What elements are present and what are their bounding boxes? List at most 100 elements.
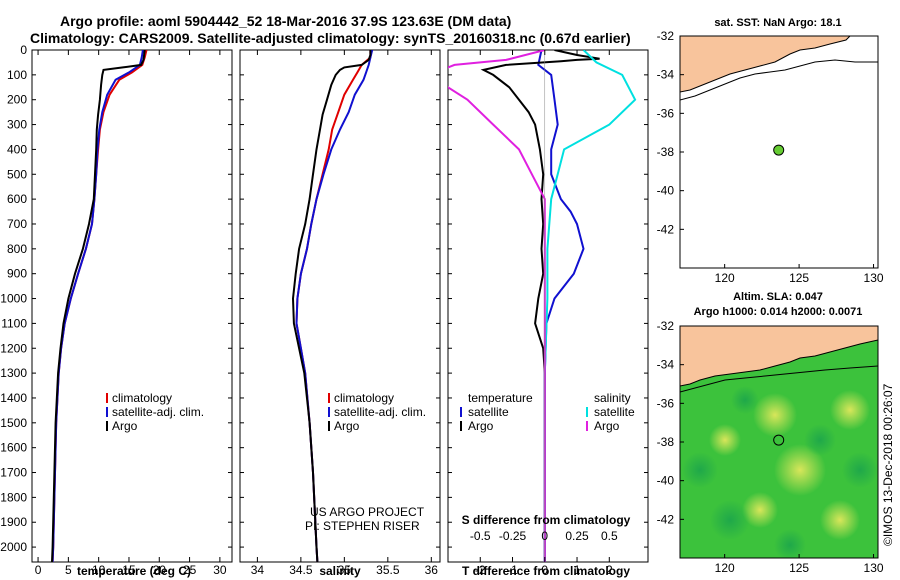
sla-blob xyxy=(842,452,878,488)
map-axes: 120 125 130 -32 -34 -36 -38 -40 -42 120 125 130 -32 -… xyxy=(657,29,884,575)
temperature-profiles xyxy=(51,50,148,562)
x-tick-label: 34.5 xyxy=(289,563,313,577)
map-y-tick-label: -36 xyxy=(657,106,675,120)
depth-tick-label: 1900 xyxy=(0,515,27,529)
map-x-tick-label: 125 xyxy=(789,271,809,285)
x-tick-label: 35.5 xyxy=(376,563,400,577)
sla-blob xyxy=(709,424,741,456)
x-tick-label: 20 xyxy=(153,563,167,577)
legend-argo: Argo xyxy=(334,419,360,433)
credit-pi: PI: STEPHEN RISER xyxy=(305,519,420,533)
series-temperature-argo xyxy=(480,50,600,562)
series-salinity-argo xyxy=(448,50,546,562)
x-tick-label: -1 xyxy=(507,563,518,577)
map-x-tick-label: 120 xyxy=(715,561,735,575)
depth-tick-label: 2000 xyxy=(0,540,27,554)
sla-blob xyxy=(830,390,870,430)
map-y-tick-label: -34 xyxy=(657,68,675,82)
depth-tick-label: 300 xyxy=(7,118,27,132)
temperature-panel xyxy=(31,49,233,563)
map-y-tick-label: -32 xyxy=(657,29,675,43)
map-y-tick-label: -40 xyxy=(657,474,675,488)
map-y-tick-label: -38 xyxy=(657,145,675,159)
map-y-tick-label: -36 xyxy=(657,396,675,410)
sla-blob xyxy=(682,452,718,488)
series-salinity-satellite xyxy=(543,50,637,562)
legend-sal-title: salinity xyxy=(594,391,631,405)
map-bottom-area xyxy=(680,326,878,558)
depth-tick-label: 700 xyxy=(7,217,27,231)
imos-watermark: ©IMOS 13-Dec-2018 00:26:07 xyxy=(881,383,895,546)
difference-panel xyxy=(447,49,649,563)
depth-tick-label: 800 xyxy=(7,242,27,256)
shelf-contour xyxy=(680,59,878,101)
depth-tick-label: 1800 xyxy=(0,490,27,504)
map-bottom-title2: Argo h1000: 0.014 h2000: 0.0071 xyxy=(694,306,863,318)
map-x-tick-label: 120 xyxy=(715,271,735,285)
sla-blob xyxy=(820,500,860,540)
s-difference-label: S difference from climatology xyxy=(462,513,631,527)
series-climatology xyxy=(295,50,372,562)
salinity-panel xyxy=(239,49,441,563)
series-satellite-adj-clim- xyxy=(295,50,374,562)
x-tick-label: 2 xyxy=(606,563,613,577)
depth-tick-label: 1100 xyxy=(1,316,27,330)
depth-tick-label: 1700 xyxy=(0,466,27,480)
map-top-title: sat. SST: NaN Argo: 18.1 xyxy=(714,17,841,29)
s-tick-label: -0.5 xyxy=(470,529,491,543)
temperature-legend: climatology satellite-adj. clim. Argo xyxy=(106,391,204,433)
depth-tick-label: 1300 xyxy=(0,366,27,380)
sla-blob xyxy=(742,492,778,528)
header-line2: Climatology: CARS2009. Satellite-adjuste… xyxy=(30,30,631,46)
s-tick-label: 0 xyxy=(541,529,548,543)
legend-argo: Argo xyxy=(112,419,138,433)
legend-temp-satellite: satellite xyxy=(468,405,509,419)
depth-tick-label: 1200 xyxy=(0,341,27,355)
shelf-contour xyxy=(680,365,878,393)
map-y-tick-label: -42 xyxy=(657,222,675,236)
depth-tick-label: 1400 xyxy=(0,391,27,405)
depth-tick-label: 1600 xyxy=(0,441,27,455)
depth-tick-label: 100 xyxy=(7,68,27,82)
legend-sal-satellite: satellite xyxy=(594,405,635,419)
x-tick-label: 30 xyxy=(213,563,227,577)
map-y-tick-label: -40 xyxy=(657,184,675,198)
sla-anomalies xyxy=(682,386,878,558)
x-tick-label: 10 xyxy=(92,563,106,577)
x-tick-labels: 0 5 10 15 20 25 30 34 34.5 35 35.5 36 -2 -1 0 1 2 -0.5 -0.… xyxy=(35,50,618,577)
series-argo xyxy=(291,50,372,562)
legend-temp-argo: Argo xyxy=(468,419,494,433)
legend-satellite: satellite-adj. clim. xyxy=(112,405,204,419)
salinity-legend: climatology satellite-adj. clim. Argo US… xyxy=(305,391,426,533)
sla-blob xyxy=(753,393,797,437)
legend-climatology: climatology xyxy=(334,391,394,405)
credit-project: US ARGO PROJECT xyxy=(310,505,425,519)
legend-sal-argo: Argo xyxy=(594,419,620,433)
x-tick-label: 25 xyxy=(183,563,197,577)
map-y-tick-label: -34 xyxy=(657,358,675,372)
depth-tick-label: 0 xyxy=(20,43,27,57)
x-tick-label: 36 xyxy=(425,563,439,577)
legend-temp-title: temperature xyxy=(468,391,533,405)
map-y-tick-label: -32 xyxy=(657,319,675,333)
x-tick-label: 34 xyxy=(251,563,265,577)
map-x-tick-label: 130 xyxy=(864,271,884,285)
temperature-xlabel: temperature (deg C) xyxy=(77,564,191,578)
x-tick-label: 0 xyxy=(541,563,548,577)
salinity-xlabel: salinity xyxy=(319,564,361,578)
map-y-tick-label: -42 xyxy=(657,512,675,526)
sla-blob xyxy=(804,424,836,456)
x-tick-label: 35 xyxy=(338,563,352,577)
salinity-profiles xyxy=(291,50,374,562)
map-x-tick-label: 125 xyxy=(789,561,809,575)
coastline-land xyxy=(680,36,851,93)
series-argo xyxy=(51,50,146,562)
map-x-tick-label: 130 xyxy=(864,561,884,575)
s-tick-label: -0.25 xyxy=(499,529,527,543)
x-tick-label: -2 xyxy=(475,563,486,577)
depth-tick-label: 900 xyxy=(7,267,27,281)
depth-tick-label: 1500 xyxy=(0,416,27,430)
profile-location-marker xyxy=(773,434,785,446)
sla-blob xyxy=(774,444,826,496)
